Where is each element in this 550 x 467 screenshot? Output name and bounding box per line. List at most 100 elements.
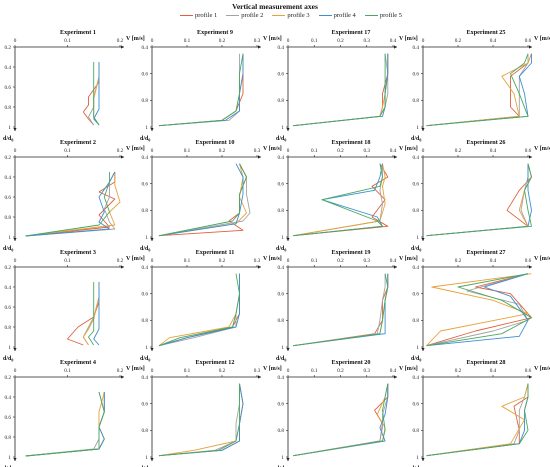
y-tick-label: 0.8: [278, 318, 285, 324]
series-line: [426, 273, 529, 347]
x-tick-label: 0.3: [254, 258, 261, 264]
chart-panel: Experiment 25V [m/s]d/d000.20.40.60.40.6…: [411, 29, 550, 143]
x-tick-label: 0.3: [364, 148, 371, 154]
y-axis-label-sub: 0: [284, 358, 286, 363]
chart-panel: Experiment 12V [m/s]d/d000.10.20.30.40.6…: [140, 359, 282, 467]
series-line: [426, 163, 532, 237]
y-axis-label: d/d0: [3, 136, 13, 143]
legend-item-profile-4: profile 4: [318, 12, 356, 19]
y-tick-label: 0.8: [278, 208, 285, 214]
y-tick-label: 1: [145, 455, 148, 461]
y-tick-label: 0.4: [142, 265, 149, 271]
series-line: [158, 383, 240, 457]
series-line: [293, 53, 389, 127]
y-axis-label: d/d0: [140, 246, 150, 253]
y-axis-arrow: [150, 238, 154, 241]
x-tick-label: 0: [151, 258, 154, 264]
series-line: [293, 383, 389, 457]
chart-panel: Experiment 19V [m/s]d/d00 0.1 0.2 0.3 0.40.4…: [276, 249, 418, 363]
y-tick-label: 0.4: [142, 155, 149, 161]
series-line: [293, 53, 386, 127]
y-axis-arrow: [13, 458, 17, 461]
series-line: [158, 163, 251, 237]
x-tick-label: 0.1: [311, 368, 318, 374]
chart-title: Experiment 1: [60, 29, 96, 36]
chart-panel: Experiment 3V [m/s]d/d00 0.1 0.20.20.40.60…: [3, 249, 145, 363]
y-axis-label-sub: 0: [11, 358, 13, 363]
chart-title: Experiment 11: [196, 249, 235, 256]
y-tick-label: 0.2: [5, 375, 12, 381]
series-line: [293, 53, 389, 127]
y-axis-label: d/d0: [140, 356, 150, 363]
x-tick-label: 0.2: [337, 38, 344, 44]
x-tick-label: 0.2: [219, 368, 226, 374]
chart-title: Experiment 17: [331, 29, 370, 36]
y-tick-label: 0.6: [142, 181, 149, 187]
x-tick-label: 0.3: [254, 148, 261, 154]
x-axis-arrow: [394, 375, 397, 379]
y-tick-label: 0.8: [5, 435, 12, 441]
y-tick-label: 0.2: [5, 265, 12, 271]
x-tick-label: 0.2: [117, 38, 124, 44]
y-tick-label: 0.8: [142, 318, 149, 324]
series-line: [426, 383, 529, 457]
x-axis-label: V [m/s]: [399, 146, 418, 152]
y-axis-label-main: d/d: [411, 246, 420, 252]
chart-panel: Experiment 2V [m/s]d/d00 0.1 0.20.20.40.60…: [3, 139, 145, 253]
chart-panel: Experiment 27V [m/s]d/d000.20.40.60.40.6…: [411, 249, 550, 363]
y-axis-label-sub: 0: [419, 138, 421, 143]
y-tick-label: 1: [416, 235, 419, 241]
y-tick-label: 1: [8, 455, 11, 461]
y-tick-label: 1: [281, 125, 284, 131]
x-tick-label: 0: [151, 38, 154, 44]
chart-panel: Experiment 10V [m/s]d/d00 0.1 0.2 0.30.40.6…: [140, 139, 282, 253]
y-tick-label: 0.6: [5, 415, 12, 421]
x-axis-arrow: [394, 45, 397, 49]
y-tick-label: 1: [145, 235, 148, 241]
y-tick-label: 0.4: [5, 65, 12, 71]
series-line: [82, 282, 100, 346]
chart-title: Experiment 2: [60, 139, 96, 146]
y-tick-label: 0.6: [142, 71, 149, 77]
legend-item-profile-5: profile 5: [364, 12, 402, 19]
x-axis-label: V [m/s]: [263, 366, 282, 372]
y-axis-label: d/d0: [411, 356, 421, 363]
y-axis-arrow: [13, 348, 17, 351]
y-tick-label: 0.8: [142, 98, 149, 104]
y-tick-label: 1: [145, 125, 148, 131]
x-tick-label: 0: [151, 148, 154, 154]
x-axis-arrow: [258, 45, 261, 49]
series-line: [82, 62, 100, 126]
x-axis-arrow: [121, 155, 124, 159]
series-line: [426, 383, 529, 457]
series-line: [25, 392, 105, 457]
series-line: [293, 273, 389, 347]
x-tick-label: 0.2: [337, 148, 344, 154]
y-tick-label: 0.4: [413, 45, 420, 51]
x-tick-label: 0.3: [364, 368, 371, 374]
x-axis-label: V [m/s]: [534, 256, 550, 262]
x-axis-label: V [m/s]: [126, 366, 145, 372]
series-line: [93, 62, 100, 126]
legend-label: profile 3: [287, 12, 310, 19]
chart-title: Experiment 10: [195, 139, 234, 146]
y-tick-label: 1: [145, 345, 148, 351]
series-line: [426, 53, 532, 127]
series-line: [426, 273, 532, 347]
series-line: [293, 53, 389, 127]
series-line: [158, 163, 247, 237]
x-tick-label: 0.4: [390, 148, 397, 154]
y-tick-label: 0.8: [413, 208, 420, 214]
series-line: [25, 391, 105, 457]
x-axis-label: V [m/s]: [534, 366, 550, 372]
x-tick-label: 0.2: [455, 38, 462, 44]
chart-title: Experiment 12: [195, 359, 234, 366]
y-axis-label-sub: 0: [284, 138, 286, 143]
x-tick-label: 0.4: [490, 38, 497, 44]
x-tick-label: 0.3: [364, 258, 371, 264]
chart-title: Experiment 20: [331, 359, 370, 366]
chart-title: Experiment 3: [60, 249, 96, 256]
chart-panel: Experiment 1V [m/s]d/d00 0.1 0.20.20.40.60…: [3, 29, 145, 143]
y-tick-label: 0.4: [413, 155, 420, 161]
series-line: [293, 383, 389, 457]
